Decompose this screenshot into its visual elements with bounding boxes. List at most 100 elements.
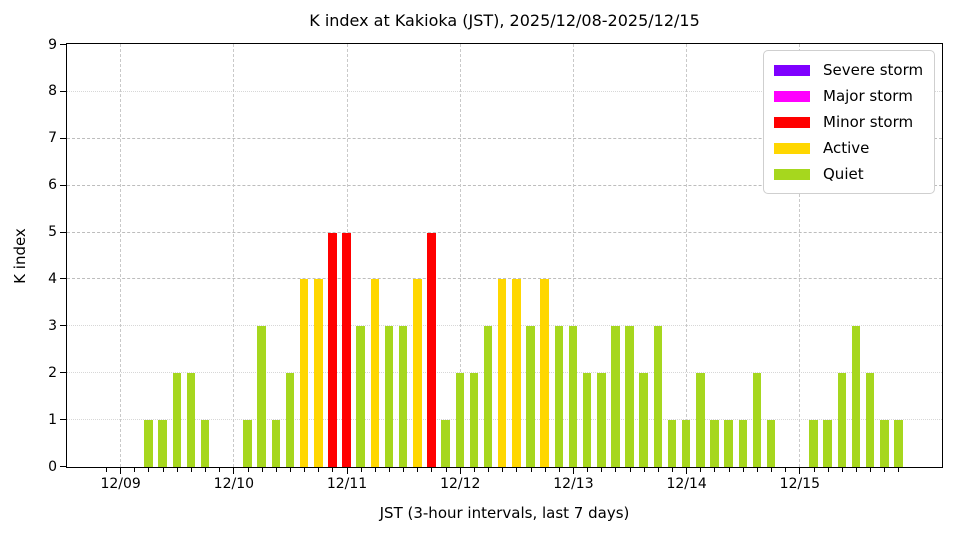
y-tick-label: 6 [48,177,57,194]
k-bar [681,420,691,467]
threshold-line-k4 [67,278,942,280]
threshold-line-k7 [67,137,942,139]
k-bar [597,373,606,467]
y-tick [60,184,66,186]
k-bar [653,326,663,467]
x-tick-label: 12/10 [213,476,255,492]
k-bar [667,420,677,467]
k-bar [370,279,380,467]
k-bar [285,373,295,467]
y-tick-label: 7 [48,130,57,147]
k-bar [342,232,351,467]
x-major-tick [120,468,122,474]
x-major-tick [346,468,348,474]
legend-item-minor-storm: Minor storm [774,112,924,132]
k-bar [257,326,266,467]
k-bar [582,373,592,467]
x-minor-tick [827,468,829,472]
x-minor-tick [473,468,475,472]
x-minor-tick [615,468,617,472]
k-bar [724,420,733,467]
x-tick-label: 12/11 [326,476,368,492]
x-minor-tick [587,468,589,472]
y-tick [60,466,66,467]
x-minor-tick [374,468,376,472]
k-bar [144,420,153,467]
y-tick [60,231,66,233]
k-bar [526,326,535,467]
plot-area [66,43,943,468]
x-minor-tick [841,468,843,472]
x-minor-tick [360,468,362,472]
x-minor-tick [417,468,419,472]
x-minor-tick [601,468,603,472]
x-tick-label: 12/13 [553,476,594,492]
x-minor-tick [558,468,560,472]
x-minor-tick [855,468,857,472]
k-bar [823,420,832,467]
y-tick-label: 4 [48,270,57,287]
x-major-tick [233,468,235,474]
x-minor-tick [134,468,136,472]
day-gridline-12/10 [233,44,235,467]
day-gridline-12/14 [686,44,688,467]
x-minor-tick [176,468,178,472]
x-minor-tick [870,468,872,472]
k-bar [328,232,337,467]
x-tick-label: 12/09 [100,476,141,492]
y-tick [60,372,66,374]
k-bar [554,326,564,467]
x-minor-tick [318,468,320,472]
x-minor-tick [403,468,405,472]
k-bar [696,373,705,467]
legend-label-active: Active [823,139,870,157]
k-bar [851,326,861,467]
x-minor-tick [389,468,390,472]
k-bar [710,420,719,467]
k-bar [186,373,196,467]
k-bar [243,420,252,467]
y-tick-label: 3 [48,317,57,334]
k-bar [413,279,422,467]
k-bar [568,326,578,467]
y-tick [60,278,66,280]
x-minor-tick [304,468,306,472]
k-bar [455,373,464,467]
y-axis-label: K index [11,228,29,284]
x-minor-tick [771,468,773,472]
k-bar [766,420,776,467]
x-axis-label: JST (3-hour intervals, last 7 days) [379,504,630,522]
k-bar [441,420,450,467]
k-bar [299,279,309,467]
k-bar [384,326,394,467]
x-minor-tick [431,468,433,472]
legend-label-severe-storm: Severe storm [823,61,924,79]
x-minor-tick [205,468,207,472]
legend-label-minor-storm: Minor storm [823,113,914,131]
k-bar [427,232,436,467]
y-tick-label: 2 [48,364,57,381]
legend-item-active: Active [774,138,924,158]
x-minor-tick [106,468,107,472]
x-minor-tick [148,468,150,472]
day-gridline-12/13 [572,44,574,467]
x-minor-tick [445,468,447,472]
x-minor-tick [756,468,758,472]
k-bar [469,373,479,467]
x-minor-tick [657,468,659,472]
legend-item-severe-storm: Severe storm [774,60,924,80]
x-minor-tick [544,468,546,472]
major-storm-swatch [774,90,810,102]
x-minor-tick [516,468,518,472]
y-tick [60,137,66,139]
x-minor-tick [190,468,192,472]
x-minor-tick [898,468,900,472]
minor-storm-swatch [774,116,810,128]
k-bar [639,373,648,467]
y-tick-label: 1 [48,411,57,428]
x-minor-tick [289,468,291,472]
x-major-tick [572,468,574,474]
x-major-tick [799,468,801,474]
x-minor-tick [643,468,645,472]
